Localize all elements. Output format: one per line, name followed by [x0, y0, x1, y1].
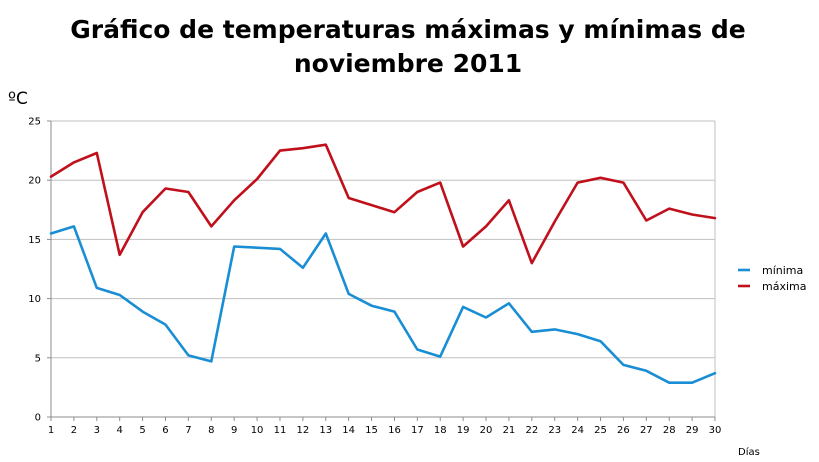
series-line-maxima: [49, 143, 717, 265]
x-tick-label: 5: [139, 425, 145, 436]
grid-lines: [51, 120, 716, 417]
x-tick-label: 9: [231, 425, 237, 436]
legend: mínima máxima: [738, 264, 806, 293]
x-tick-label: 8: [208, 425, 214, 436]
series-line-minima: [49, 225, 717, 385]
x-tick-label: 23: [548, 425, 561, 436]
x-tick-label: 30: [709, 425, 722, 436]
x-tick-label: 21: [503, 425, 516, 436]
chart-title-line1: Gráfico de temperaturas máximas y mínima…: [70, 15, 746, 44]
x-tick-label: 14: [342, 425, 355, 436]
legend-label: mínima: [762, 264, 803, 277]
x-tick-label: 13: [319, 425, 332, 436]
x-tick-label: 11: [274, 425, 287, 436]
x-tick-label: 26: [617, 425, 630, 436]
y-tick-label: 20: [28, 176, 41, 187]
x-tick-label: 18: [434, 425, 447, 436]
y-tick-label: 25: [28, 117, 41, 128]
chart-title-line2: noviembre 2011: [294, 49, 522, 78]
x-tick-labels: 1 2 3 4 5 6 7 8 9 10 11 12 13 14 15 16 17 18 19 20 21 22 23 24 2…: [48, 425, 722, 436]
x-tick-label: 4: [117, 425, 123, 436]
y-tick-label: 0: [35, 413, 41, 424]
series-lines: [49, 143, 717, 385]
x-tick-label: 28: [663, 425, 676, 436]
x-tick-label: 20: [480, 425, 493, 436]
x-axis-label: Días: [738, 446, 760, 458]
axes: [47, 120, 716, 421]
y-tick-label: 10: [28, 294, 41, 305]
x-tick-label: 29: [686, 425, 699, 436]
y-axis-unit-label: ºC: [8, 89, 28, 109]
y-tick-labels: 0 5 10 15 20 25: [28, 117, 41, 424]
x-tick-label: 25: [594, 425, 607, 436]
x-tick-label: 22: [525, 425, 538, 436]
x-tick-label: 1: [48, 425, 54, 436]
x-tick-label: 27: [640, 425, 653, 436]
x-tick-label: 2: [71, 425, 77, 436]
x-tick-label: 16: [388, 425, 401, 436]
y-tick-label: 15: [28, 235, 41, 246]
x-tick-label: 6: [162, 425, 168, 436]
x-tick-label: 10: [251, 425, 264, 436]
x-tick-label: 24: [571, 425, 584, 436]
x-tick-label: 15: [365, 425, 378, 436]
x-tick-label: 3: [94, 425, 100, 436]
x-tick-label: 7: [185, 425, 191, 436]
legend-label: máxima: [762, 280, 806, 293]
y-tick-label: 5: [35, 353, 41, 364]
x-tick-label: 12: [296, 425, 309, 436]
x-tick-label: 19: [457, 425, 470, 436]
x-tick-label: 17: [411, 425, 424, 436]
